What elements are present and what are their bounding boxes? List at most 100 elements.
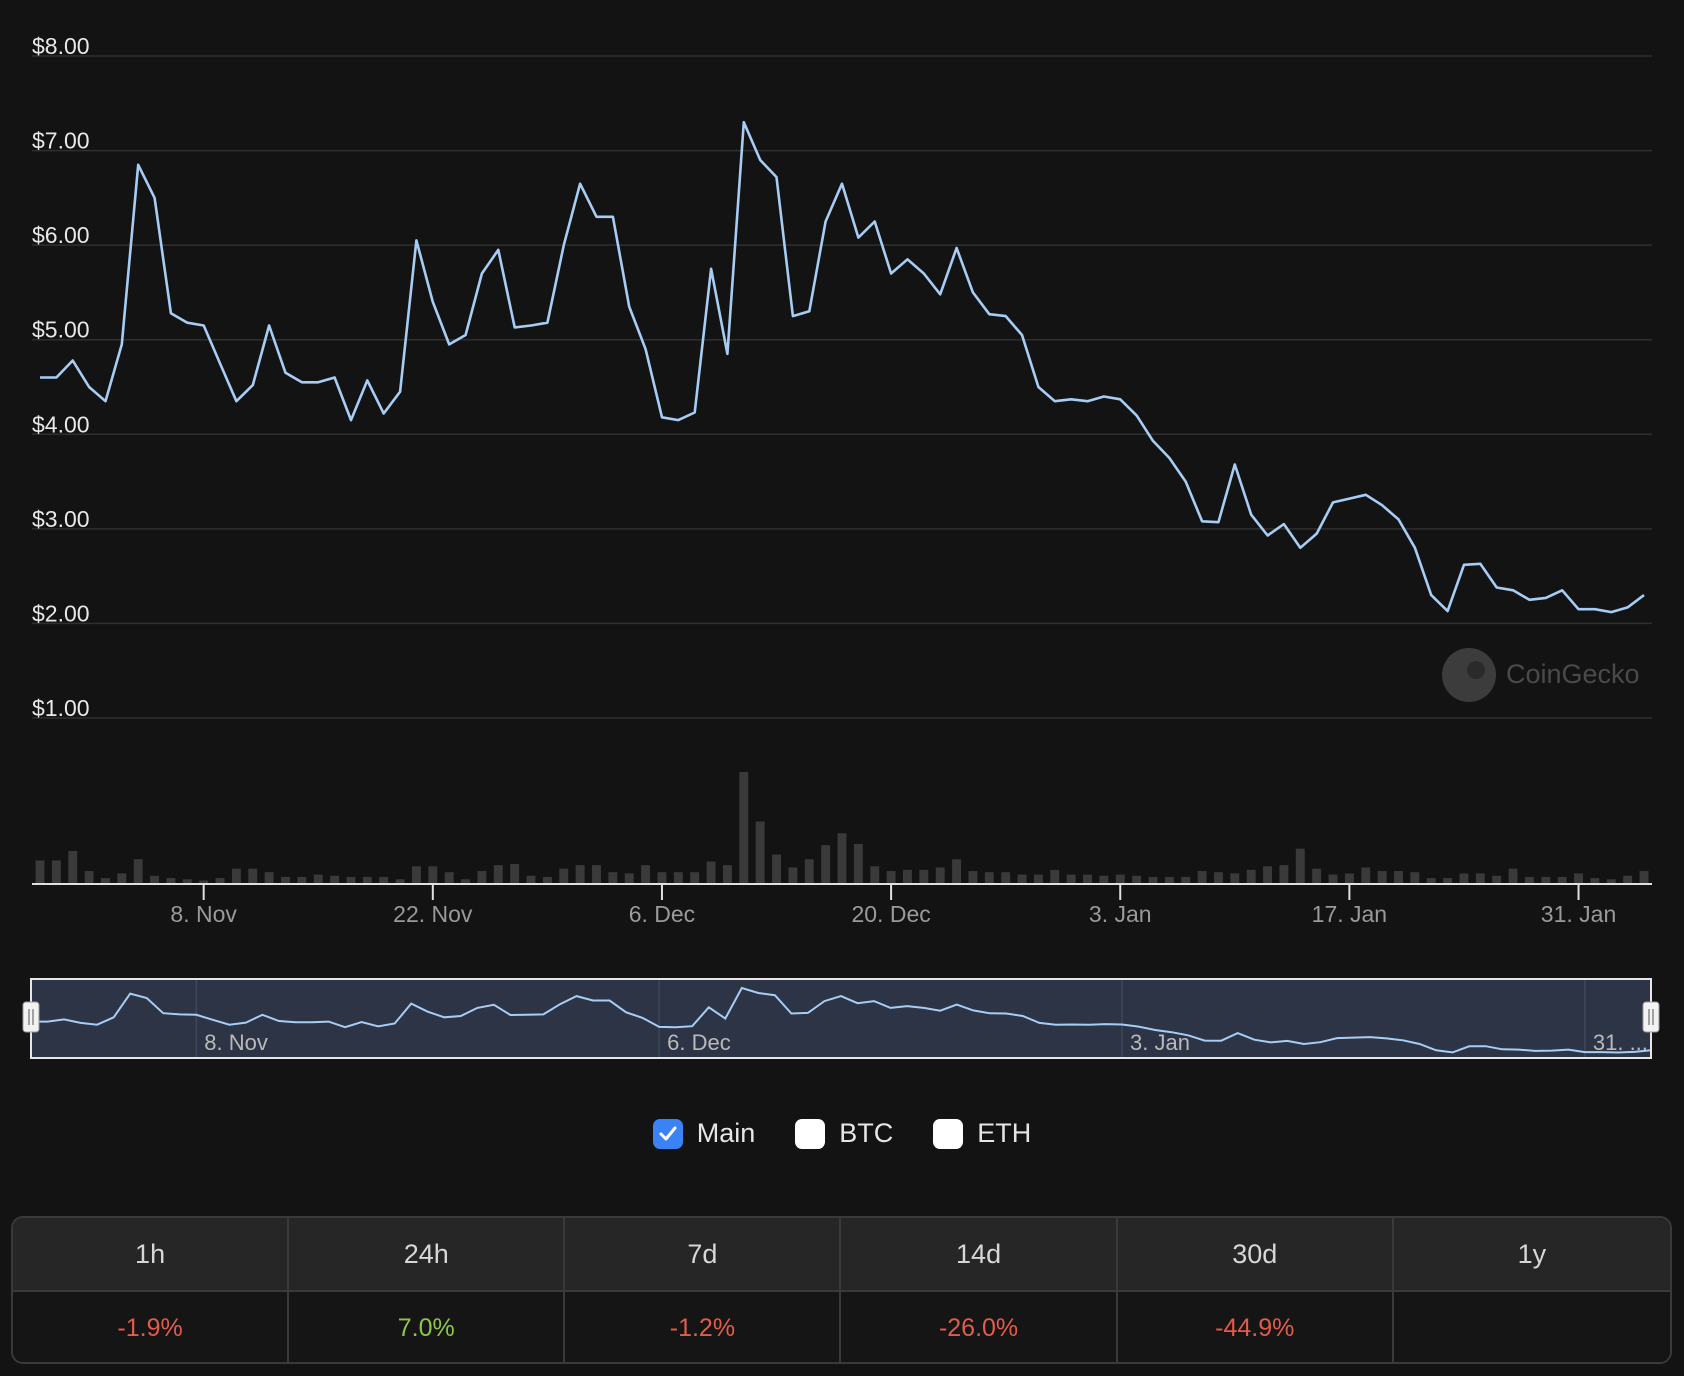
volume-bar (1344, 873, 1354, 884)
volume-bar (51, 860, 61, 884)
perf-header-1h: 1h (13, 1218, 290, 1292)
volume-bar (952, 859, 962, 884)
volume-bar (853, 843, 863, 884)
volume-bar (1410, 872, 1420, 884)
volume-bar (395, 879, 405, 884)
volume-bar (150, 875, 160, 884)
volume-bar (330, 875, 340, 884)
volume-bar (903, 869, 912, 884)
volume-bar (1115, 874, 1125, 884)
volume-bar (1524, 876, 1534, 884)
volume-bar (1148, 876, 1158, 884)
volume-bar (199, 880, 209, 884)
volume-bar (1001, 872, 1011, 884)
x-tick-label: 8. Nov (170, 901, 237, 927)
volume-bar (1475, 873, 1485, 884)
checkmark-icon (659, 1126, 677, 1140)
navigator-series (31, 986, 1652, 1054)
x-tick-label: 22. Nov (393, 901, 473, 927)
legend-eth-label: ETH (977, 1118, 1032, 1148)
volume-bar (984, 872, 994, 884)
perf-header-1y: 1y (1393, 1218, 1670, 1292)
range-navigator[interactable]: 8. Nov 6. Dec 3. Jan 31. ... (22, 978, 1660, 1059)
volume-bar (35, 860, 45, 884)
volume-bar (919, 869, 929, 884)
performance-table: 1h 24h 7d 14d 30d 1y -1.9% 7.0% -1.2% -2… (11, 1216, 1672, 1364)
y-tick-label: $5.00 (32, 317, 90, 343)
volume-bar (1279, 865, 1289, 884)
chart-grid (32, 55, 1652, 719)
volume-bar (755, 821, 765, 884)
series-legend: Main BTC ETH (0, 1118, 1684, 1149)
price-chart[interactable]: $8.00 $7.00 $6.00 $5.00 $4.00 $3.00 $2.00 $1.00… (0, 0, 1684, 1100)
eth-checkbox[interactable] (933, 1118, 964, 1149)
navigator-handle-right[interactable] (1642, 1001, 1660, 1033)
volume-bar (379, 876, 389, 884)
btc-checkbox[interactable] (795, 1118, 826, 1149)
navigator-label: 6. Dec (667, 1030, 731, 1055)
volume-bar (1099, 875, 1109, 884)
volume-bar (117, 873, 127, 884)
volume-bar (461, 879, 471, 884)
volume-bar (1574, 873, 1583, 884)
volume-bar (1394, 871, 1403, 884)
volume-bar (968, 871, 978, 884)
perf-value-14d: -26.0% (841, 1292, 1118, 1362)
volume-bar (641, 865, 651, 884)
volume-bar (1426, 878, 1436, 884)
legend-main[interactable]: Main (652, 1118, 755, 1149)
volume-bar (1213, 872, 1223, 884)
volume-bar (608, 872, 618, 884)
volume-bar (870, 866, 880, 884)
perf-value-1h: -1.9% (13, 1292, 290, 1362)
handle-grip[interactable] (22, 1001, 40, 1033)
volume-bar (1492, 875, 1502, 884)
volume-bar (264, 872, 274, 884)
volume-bar (592, 865, 601, 884)
legend-eth[interactable]: ETH (933, 1118, 1031, 1149)
volume-bar (772, 854, 781, 884)
y-tick-label: $6.00 (32, 222, 90, 248)
volume-bar (1295, 848, 1305, 884)
coingecko-logo-eye (1467, 661, 1485, 679)
handle-grip[interactable] (1642, 1001, 1660, 1033)
volume-bar (1541, 876, 1551, 884)
volume-bar (1606, 879, 1616, 884)
legend-btc[interactable]: BTC (795, 1118, 893, 1149)
coingecko-watermark: CoinGecko (1442, 648, 1640, 702)
x-tick-label: 6. Dec (629, 901, 695, 927)
volume-bar (297, 876, 307, 884)
volume-bar (1590, 878, 1600, 884)
x-tick-label: 17. Jan (1312, 901, 1387, 927)
volume-bars (35, 772, 1649, 884)
x-axis: 8. Nov 22. Nov 6. Dec 20. Dec 3. Jan 17. Jan 3… (32, 883, 1652, 927)
volume-bar (1132, 875, 1142, 884)
volume-bar (1066, 874, 1076, 884)
volume-bar (84, 871, 94, 884)
volume-bar (1459, 873, 1469, 884)
volume-bar (346, 876, 356, 884)
volume-bar (281, 876, 290, 884)
navigator-handle-left[interactable] (22, 1001, 40, 1033)
volume-bar (1050, 869, 1060, 884)
volume-bar (559, 868, 569, 884)
volume-bar (101, 878, 110, 884)
perf-header-24h: 24h (289, 1218, 566, 1292)
volume-bar (673, 872, 683, 884)
volume-bar (1639, 871, 1649, 884)
y-tick-label: $8.00 (32, 33, 90, 59)
volume-bar (1230, 873, 1240, 884)
y-tick-label: $4.00 (32, 411, 90, 437)
volume-bar (526, 875, 536, 884)
volume-bar (722, 865, 732, 884)
perf-header-14d: 14d (841, 1218, 1118, 1292)
volume-bar (248, 868, 258, 884)
volume-bar (542, 876, 552, 884)
volume-bar (444, 872, 454, 884)
volume-bar (788, 867, 798, 884)
main-checkbox[interactable] (652, 1118, 683, 1149)
volume-bar (215, 878, 225, 884)
volume-bar (362, 876, 372, 884)
y-axis: $8.00 $7.00 $6.00 $5.00 $4.00 $3.00 $2.00 $1.00 (32, 33, 90, 721)
x-tick-label: 31. Jan (1541, 901, 1616, 927)
